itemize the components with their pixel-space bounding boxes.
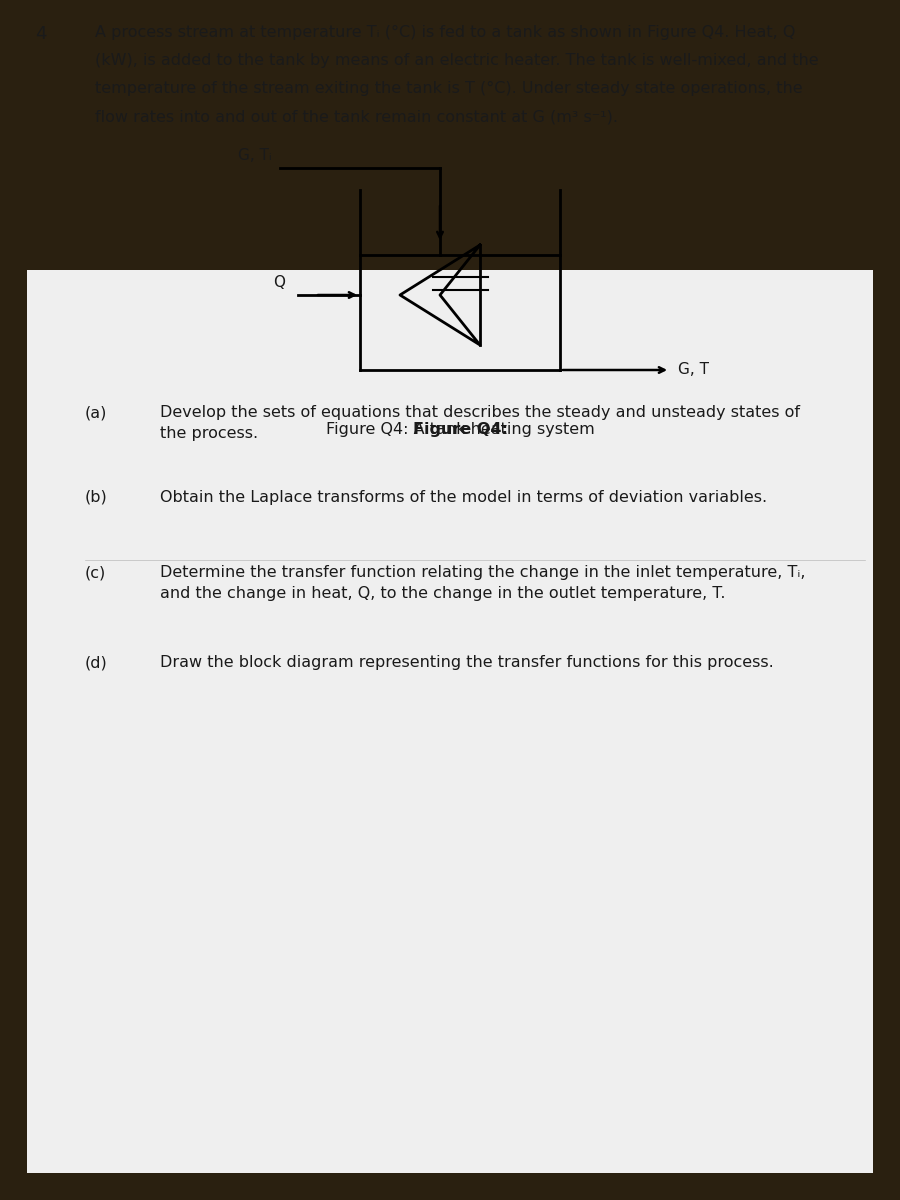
Text: flow rates into and out of the tank remain constant at G (m³ s⁻¹).: flow rates into and out of the tank rema… xyxy=(95,109,618,124)
Text: G, Tᵢ: G, Tᵢ xyxy=(238,148,272,163)
Text: (c): (c) xyxy=(85,565,106,580)
Text: A process stream at temperature Tᵢ (°C) is fed to a tank as shown in Figure Q4. : A process stream at temperature Tᵢ (°C) … xyxy=(95,25,796,40)
Text: G, T: G, T xyxy=(678,362,709,378)
Text: temperature of the stream exiting the tank is T (°C). Under steady state operati: temperature of the stream exiting the ta… xyxy=(95,80,803,96)
Text: Determine the transfer function relating the change in the inlet temperature, Tᵢ: Determine the transfer function relating… xyxy=(160,565,806,601)
Text: Figure Q4:: Figure Q4: xyxy=(412,422,508,437)
Text: Q: Q xyxy=(273,275,285,290)
Text: Figure Q4: A tank heating system: Figure Q4: A tank heating system xyxy=(326,422,594,437)
Text: Develop the sets of equations that describes the steady and unsteady states of
t: Develop the sets of equations that descr… xyxy=(160,404,800,440)
Text: (a): (a) xyxy=(85,404,107,420)
Text: 4: 4 xyxy=(35,25,47,43)
Text: Draw the block diagram representing the transfer functions for this process.: Draw the block diagram representing the … xyxy=(160,655,774,670)
Text: (kW), is added to the tank by means of an electric heater. The tank is well-mixe: (kW), is added to the tank by means of a… xyxy=(95,53,819,68)
Bar xyxy=(27,270,873,1174)
Text: (b): (b) xyxy=(85,490,108,505)
Text: Obtain the Laplace transforms of the model in terms of deviation variables.: Obtain the Laplace transforms of the mod… xyxy=(160,490,767,505)
Bar xyxy=(27,270,873,930)
Text: (d): (d) xyxy=(85,655,108,670)
